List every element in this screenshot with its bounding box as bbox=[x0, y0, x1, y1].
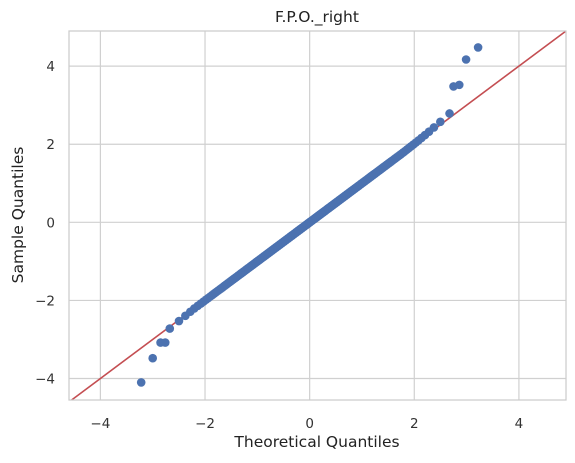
x-tick-label: 0 bbox=[305, 416, 314, 432]
data-point bbox=[454, 80, 464, 90]
data-point bbox=[473, 43, 483, 52]
data-point bbox=[165, 324, 175, 333]
y-axis-label: Sample Quantiles bbox=[9, 147, 27, 284]
x-tick-label: 2 bbox=[410, 416, 419, 432]
y-tick-labels: −4 −2 0 2 4 bbox=[35, 59, 55, 387]
y-tick-label: 2 bbox=[46, 137, 55, 153]
data-point bbox=[136, 378, 146, 387]
x-tick-label: −4 bbox=[90, 416, 110, 432]
chart-title: F.P.O._right bbox=[275, 8, 359, 27]
x-tick-label: 4 bbox=[515, 416, 524, 432]
data-point bbox=[445, 109, 454, 118]
data-point bbox=[160, 338, 170, 347]
y-tick-label: 4 bbox=[46, 59, 55, 75]
plot-frame bbox=[68, 30, 567, 401]
grid-lines bbox=[69, 31, 566, 400]
x-tick-label: −2 bbox=[195, 416, 215, 432]
data-point bbox=[461, 55, 471, 64]
data-point bbox=[148, 353, 158, 363]
x-tick-labels: −4 −2 0 2 4 bbox=[90, 416, 523, 432]
data-point bbox=[436, 117, 445, 127]
data-points bbox=[136, 43, 483, 387]
data-point bbox=[174, 316, 184, 326]
y-tick-label: 0 bbox=[46, 215, 55, 231]
data-point bbox=[429, 123, 439, 132]
x-axis-label: Theoretical Quantiles bbox=[233, 433, 399, 451]
y-tick-label: −2 bbox=[35, 293, 55, 309]
y-tick-label: −4 bbox=[35, 372, 55, 388]
